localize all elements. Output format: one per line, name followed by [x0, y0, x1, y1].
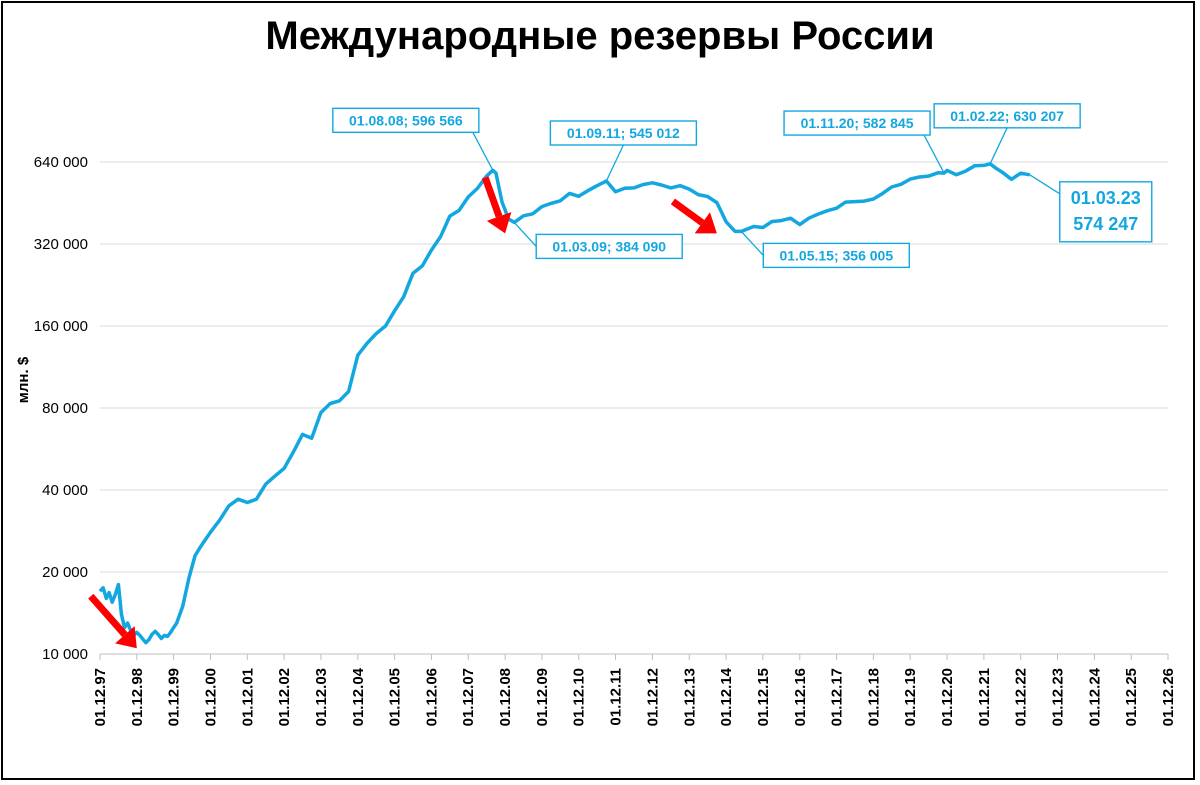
callout-box: [933, 103, 1081, 129]
callout-leader: [989, 127, 1008, 165]
red-arrow-head: [115, 626, 137, 649]
y-tick-label: 20 000: [42, 564, 88, 581]
callout-label: 01.11.20; 582 845: [801, 115, 914, 131]
final-label-value: 574 247: [1073, 214, 1138, 234]
x-tick-label: 01.12.12: [644, 668, 661, 726]
red-arrow-head: [694, 212, 717, 234]
final-label-date: 01.03.23: [1071, 188, 1141, 208]
final-label-box: [1059, 181, 1153, 243]
callout-leader: [605, 144, 624, 182]
red-arrow-shaft: [481, 176, 503, 218]
x-tick-label: 01.12.99: [166, 668, 183, 726]
x-tick-label: 01.12.04: [350, 667, 367, 726]
callout-box: [549, 120, 698, 146]
x-tick-label: 01.12.26: [1160, 668, 1177, 726]
x-tick-label: 01.12.23: [1049, 668, 1066, 726]
x-tick-label: 01.12.11: [608, 668, 625, 726]
callout-leader: [740, 230, 764, 256]
y-tick-label: 640 000: [34, 154, 88, 171]
series-line: [98, 162, 1031, 645]
x-tick-label: 01.12.02: [276, 668, 293, 726]
arrows-layer: [88, 176, 717, 649]
y-tick-label: 40 000: [42, 482, 88, 499]
final-leader: [1029, 174, 1061, 195]
x-tick-label: 01.12.15: [755, 668, 772, 726]
x-tick-label: 01.12.16: [792, 668, 809, 726]
callout-label: 01.08.08; 596 566: [349, 112, 463, 128]
x-tick-label: 01.12.21: [976, 668, 993, 726]
x-tick-label: 01.12.17: [829, 668, 846, 726]
chart-title: Международные резервы России: [265, 14, 935, 58]
red-arrow-shaft: [670, 198, 705, 226]
callout-box: [783, 110, 931, 136]
callout-label: 01.09.11; 545 012: [567, 125, 680, 141]
series-layer: [98, 162, 1031, 645]
callout-label: 01.03.09; 384 090: [552, 238, 666, 254]
y-tick-label: 80 000: [42, 400, 88, 417]
y-tick-label: 10 000: [42, 646, 88, 663]
callout-label: 01.05.15; 356 005: [779, 247, 893, 263]
x-tick-label: 01.12.22: [1013, 668, 1030, 726]
x-tick-label: 01.12.07: [460, 668, 477, 726]
x-tick-label: 01.12.19: [902, 668, 919, 726]
x-tick-label: 01.12.09: [534, 668, 551, 726]
x-axis-ticks: 01.12.97 01.12.98 01.12.99 01.12.00 01.12.01…: [92, 654, 1177, 726]
x-tick-label: 01.12.08: [497, 668, 514, 726]
x-tick-label: 01.12.05: [387, 668, 404, 726]
x-tick-label: 01.12.06: [423, 668, 440, 726]
x-tick-label: 01.12.18: [865, 668, 882, 726]
x-tick-label: 01.12.97: [92, 668, 109, 726]
x-tick-label: 01.12.03: [313, 668, 330, 726]
x-tick-label: 01.12.20: [939, 668, 956, 726]
callout-box: [535, 233, 683, 260]
x-tick-label: 01.12.01: [239, 668, 256, 726]
x-tick-label: 01.12.98: [129, 668, 146, 726]
callout-leader: [472, 132, 494, 171]
x-tick-label: 01.12.00: [203, 668, 220, 726]
y-tick-label: 160 000: [34, 318, 88, 335]
callout-label: 01.02.22; 630 207: [950, 108, 1064, 124]
y-axis-ticks: 10 000 20 000 40 000 80 000 160 000 320 000 64…: [34, 154, 88, 663]
x-tick-label: 01.12.25: [1123, 668, 1140, 726]
callout-leader: [513, 221, 537, 247]
callouts-layer: 01.08.08; 596 566 01.03.09; 384 090 01.09.…: [332, 103, 1153, 269]
callout-leader: [923, 134, 945, 174]
callout-box: [762, 242, 910, 269]
x-tick-label: 01.12.13: [681, 668, 698, 726]
callout-box: [332, 107, 480, 134]
red-arrow-shaft: [88, 593, 128, 638]
x-tick-label: 01.12.10: [571, 668, 588, 726]
y-tick-label: 320 000: [34, 236, 88, 253]
x-tick-label: 01.12.24: [1086, 667, 1103, 726]
y-axis-label: млн. $: [15, 356, 32, 403]
x-tick-label: 01.12.14: [718, 667, 735, 726]
red-arrow-head: [486, 212, 512, 234]
